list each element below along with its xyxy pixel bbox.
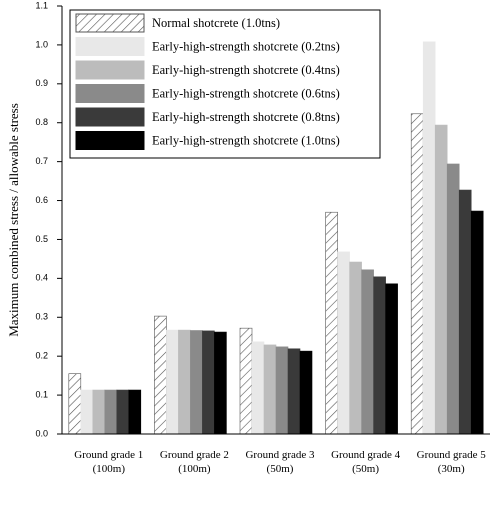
bar <box>178 329 191 435</box>
x-tick-label: (30m) <box>438 463 465 475</box>
x-tick-label: (50m) <box>352 463 379 475</box>
bar <box>325 211 338 435</box>
bar <box>373 276 386 435</box>
bar <box>287 348 301 435</box>
bar <box>202 330 215 435</box>
bar <box>128 389 142 435</box>
bar <box>214 331 227 435</box>
y-axis-label: Maximum combined stress / allowable stre… <box>6 103 21 337</box>
legend-swatch <box>75 13 145 33</box>
y-tick-label: 0.8 <box>35 117 48 127</box>
bar <box>239 327 253 435</box>
bar <box>251 341 265 435</box>
y-tick-label: 1.1 <box>35 0 48 10</box>
legend-label: Early-high-strength shotcrete (1.0tns) <box>152 134 340 148</box>
bar <box>422 41 436 435</box>
bar <box>68 373 82 435</box>
bar <box>349 261 362 435</box>
bar <box>299 350 313 435</box>
bar <box>275 346 289 435</box>
bar <box>104 389 118 435</box>
bar <box>470 210 484 435</box>
legend-label: Early-high-strength shotcrete (0.4tns) <box>152 63 340 77</box>
y-tick-label: 0.2 <box>35 351 48 361</box>
bar <box>263 344 277 435</box>
bar <box>434 124 448 435</box>
legend: Normal shotcrete (1.0tns) Early-high-stre… <box>69 9 381 159</box>
legend-label: Early-high-strength shotcrete (0.2tns) <box>152 40 340 54</box>
x-tick-label: Ground grade 3 <box>245 449 315 461</box>
bar <box>361 269 374 435</box>
x-tick-label: Ground grade 2 <box>160 449 229 461</box>
y-tick-label: 0.9 <box>35 78 48 88</box>
y-tick-label: 1.0 <box>35 39 48 49</box>
x-tick-label: Ground grade 1 <box>74 449 143 461</box>
legend-swatch <box>75 84 145 103</box>
legend-label: Normal shotcrete (1.0tns) <box>152 16 280 30</box>
bar <box>446 163 460 435</box>
y-tick-label: 0.3 <box>35 312 48 322</box>
legend-swatch <box>75 60 145 80</box>
legend-swatch <box>75 131 145 150</box>
x-tick-label: (100m) <box>178 463 211 475</box>
x-tick-label: (50m) <box>267 463 294 475</box>
y-tick-label: 0.1 <box>35 389 48 399</box>
legend-swatch <box>75 107 145 127</box>
bar <box>116 389 130 435</box>
bar <box>166 329 179 435</box>
x-tick-label: Ground grade 5 <box>417 449 487 461</box>
bar <box>385 283 398 435</box>
y-tick-label: 0.5 <box>35 234 48 244</box>
y-tick-label: 0.4 <box>35 273 48 283</box>
legend-label: Early-high-strength shotcrete (0.8tns) <box>152 110 340 124</box>
bar <box>337 251 350 435</box>
bar <box>80 389 94 435</box>
bar <box>154 315 167 435</box>
bar <box>458 189 472 435</box>
bar <box>92 389 106 435</box>
x-tick-label: (100m) <box>93 463 126 475</box>
legend-swatch <box>75 37 145 56</box>
bar <box>190 330 203 435</box>
bar <box>410 113 424 435</box>
y-tick-label: 0.7 <box>35 156 48 166</box>
y-tick-label: 0.6 <box>35 195 48 205</box>
y-tick-label: 0.0 <box>35 428 48 438</box>
x-tick-label: Ground grade 4 <box>331 449 401 461</box>
legend-label: Early-high-strength shotcrete (0.6tns) <box>152 87 340 101</box>
